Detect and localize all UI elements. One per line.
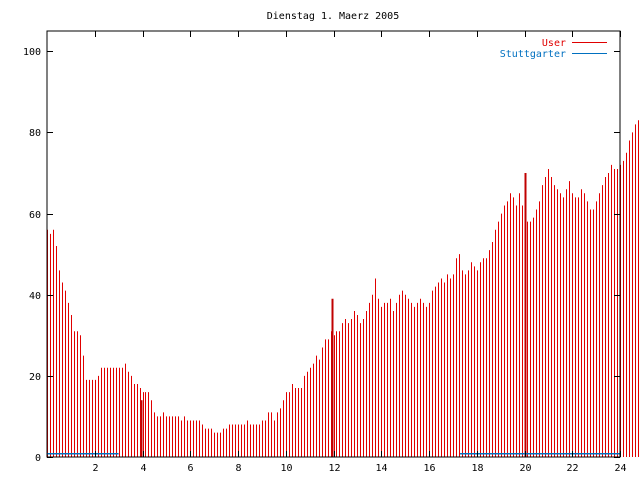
- x-tick-label: 6: [187, 463, 193, 474]
- y-tick-label: 100: [23, 47, 41, 58]
- x-tick-label: 22: [566, 463, 578, 474]
- chart-title: Dienstag 1. Maerz 2005: [267, 11, 399, 22]
- legend-label-user: User: [542, 38, 566, 49]
- x-tick-label: 24: [614, 463, 626, 474]
- legend: User Stuttgarter: [500, 38, 607, 60]
- x-tick-label: 2: [92, 463, 98, 474]
- x-tick-label: 10: [280, 463, 292, 474]
- x-tick-label: 4: [140, 463, 146, 474]
- y-tick-label: 60: [29, 210, 41, 221]
- x-tick-label: 8: [235, 463, 241, 474]
- y-tick-label: 40: [29, 291, 41, 302]
- bars-layer: [47, 120, 639, 457]
- y-tick-label: 0: [35, 453, 41, 464]
- x-tick-label: 20: [519, 463, 531, 474]
- x-tick-label: 18: [471, 463, 483, 474]
- legend-label-stuttgarter: Stuttgarter: [500, 49, 566, 60]
- y-tick-label: 20: [29, 372, 41, 383]
- y-tick-label: 80: [29, 128, 41, 139]
- x-tick-label: 12: [328, 463, 340, 474]
- x-tick-label: 14: [375, 463, 387, 474]
- plot-frame: [46, 30, 621, 458]
- x-tick-label: 16: [423, 463, 435, 474]
